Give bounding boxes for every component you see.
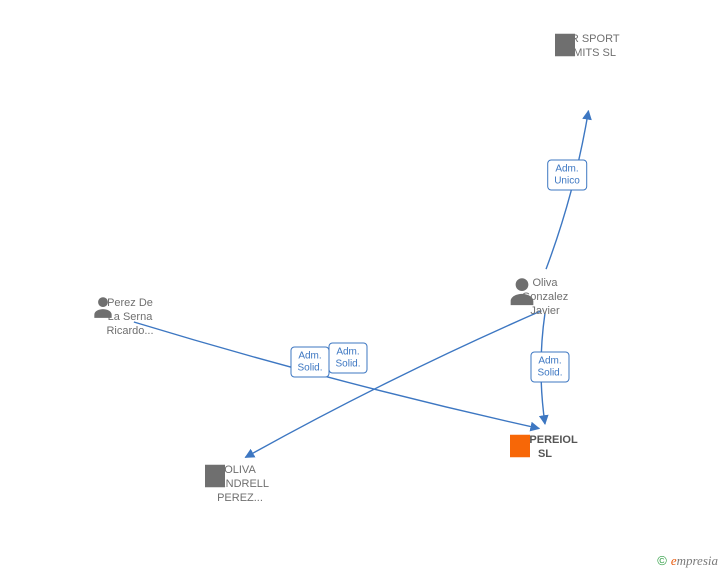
- node-perez[interactable]: Perez DeLa SernaRicardo...: [90, 293, 170, 338]
- edge-label: Adm.Unico: [547, 160, 587, 191]
- node-gopereiol[interactable]: GOPEREIOLSL: [505, 430, 585, 462]
- copyright-symbol: ©: [657, 553, 667, 568]
- edge-label: Adm.Solid.: [530, 352, 569, 383]
- edges-layer: [0, 0, 728, 575]
- edge-label: Adm.Solid.: [328, 343, 367, 374]
- edge: [245, 311, 541, 458]
- edge-label: Adm.Solid.: [290, 347, 329, 378]
- node-oliva_v[interactable]: OLIVAVENDRELLPEREZ...: [200, 460, 280, 505]
- edge: [134, 322, 539, 428]
- watermark: ©empresia: [657, 553, 718, 569]
- node-oliva_g[interactable]: OlivaGonzalezJavier: [505, 273, 585, 318]
- node-ibr[interactable]: IBR SPORTLIMITS SL: [550, 29, 630, 61]
- brand-rest: mpresia: [677, 553, 718, 568]
